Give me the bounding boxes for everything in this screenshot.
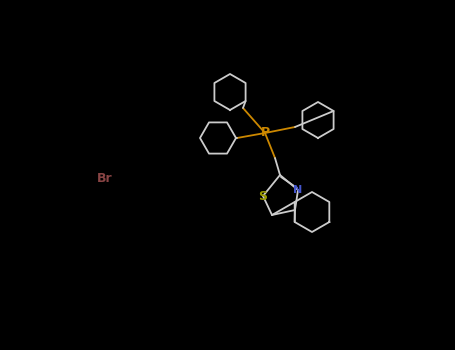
Text: S: S [258,189,268,203]
Text: Br: Br [97,172,113,184]
Text: N: N [293,185,303,195]
Text: P: P [260,126,269,140]
